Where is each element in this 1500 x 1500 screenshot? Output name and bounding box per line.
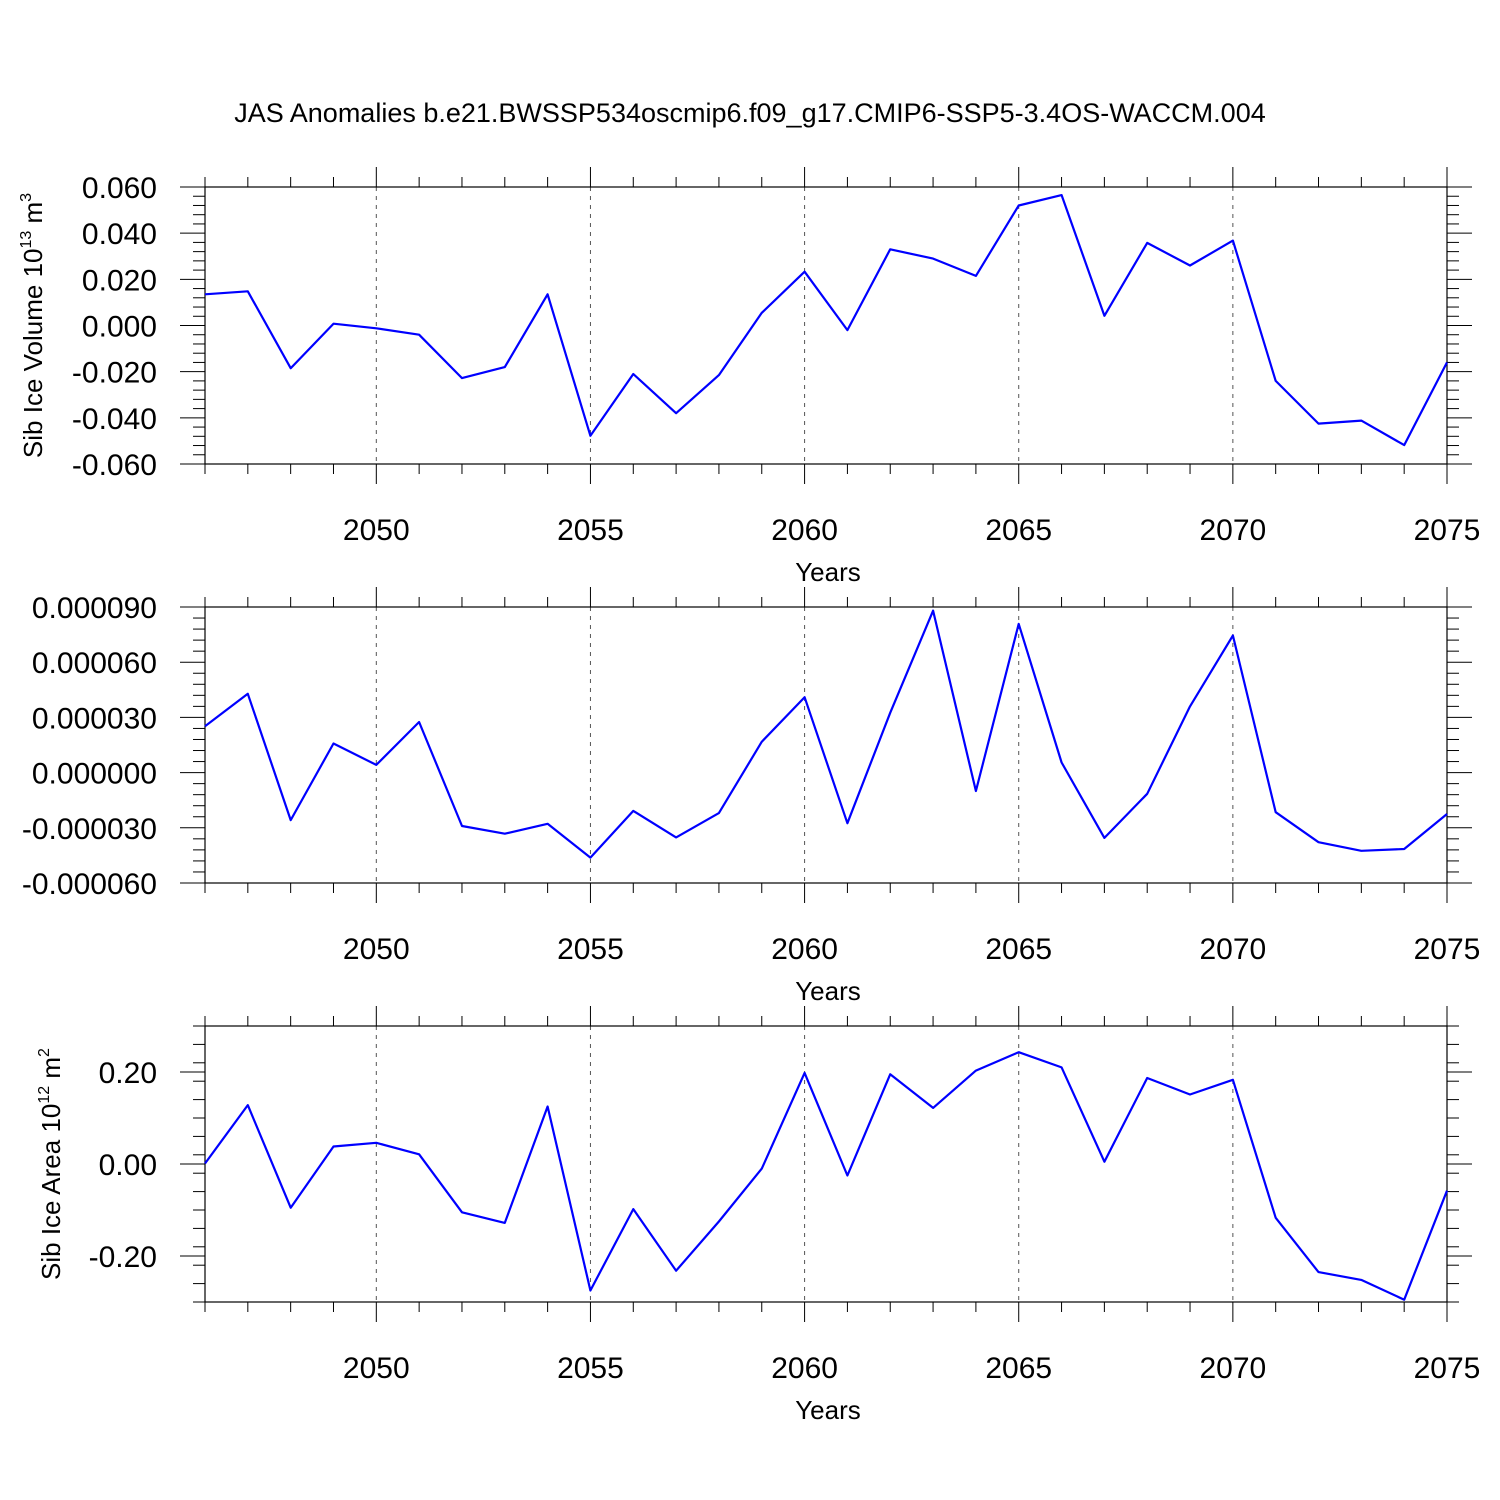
x-axis-title: Years — [795, 1395, 861, 1425]
y-tick-label: 0.020 — [82, 264, 157, 297]
y-tick-label: 0.000030 — [32, 702, 157, 735]
plot-frame — [204, 186, 1448, 465]
y-tick-label: 0.000090 — [32, 592, 157, 625]
x-axis-title: Years — [795, 557, 861, 587]
plot-frame — [204, 1025, 1448, 1303]
data-series-line — [204, 194, 1448, 447]
x-tick-label: 2050 — [343, 1352, 410, 1385]
x-tick-label: 2050 — [343, 514, 410, 547]
x-tick-label: 2060 — [771, 1352, 838, 1385]
y-tick-label: -0.040 — [72, 403, 157, 436]
y-tick-label: 0.20 — [99, 1057, 157, 1090]
y-tick-label: 0.000060 — [32, 647, 157, 680]
y-tick-label: 0.000 — [82, 311, 157, 344]
chart-panel-1: 0.060 0.040 0.020 0.000 -0.020 -0.040 -0.060 20… — [18, 167, 1480, 587]
x-tick-label: 2065 — [985, 514, 1052, 547]
x-tick-label: 2065 — [985, 1352, 1052, 1385]
y-tick-label: 0.040 — [82, 218, 157, 251]
x-tick-label: 2070 — [1199, 933, 1266, 966]
y-tick-label: -0.060 — [72, 449, 157, 482]
y-axis-title: Sib Ice Area 1012 m2 — [36, 1048, 66, 1280]
x-tick-label: 2070 — [1199, 1352, 1266, 1385]
x-tick-label: 2055 — [557, 514, 624, 547]
data-series-line — [204, 1051, 1449, 1301]
x-tick-label: 2075 — [1414, 514, 1481, 547]
chart-panel-2: 0.000090 0.000060 0.000030 0.000000 -0.00003… — [22, 587, 1481, 1006]
x-tick-label: 2055 — [557, 1352, 624, 1385]
y-tick-label: -0.20 — [89, 1241, 157, 1274]
x-tick-label: 2060 — [771, 933, 838, 966]
x-tick-label: 2075 — [1414, 933, 1481, 966]
x-axis-title: Years — [795, 976, 861, 1006]
y-tick-label: -0.000030 — [22, 813, 157, 846]
plot-frame — [204, 606, 1448, 884]
y-tick-label: -0.000060 — [22, 868, 157, 901]
chart-title: JAS Anomalies b.e21.BWSSP534oscmip6.f09_… — [234, 98, 1266, 128]
y-tick-label: 0.00 — [99, 1149, 157, 1182]
x-tick-label: 2060 — [771, 514, 838, 547]
x-tick-label: 2055 — [557, 933, 624, 966]
x-tick-label: 2075 — [1414, 1352, 1481, 1385]
y-axis-title: Sib Ice Volume 1013 m3 — [18, 193, 48, 458]
y-tick-label: 0.000000 — [32, 758, 157, 791]
y-tick-label: 0.060 — [82, 172, 157, 205]
x-tick-label: 2070 — [1199, 514, 1266, 547]
chart-panel-3: 0.20 0.00 -0.20 2050 2055 2060 2065 2070 2075 Yea… — [36, 1006, 1480, 1425]
data-series-line — [204, 609, 1448, 859]
y-tick-label: -0.020 — [72, 357, 157, 390]
x-tick-label: 2065 — [985, 933, 1052, 966]
x-tick-label: 2050 — [343, 933, 410, 966]
